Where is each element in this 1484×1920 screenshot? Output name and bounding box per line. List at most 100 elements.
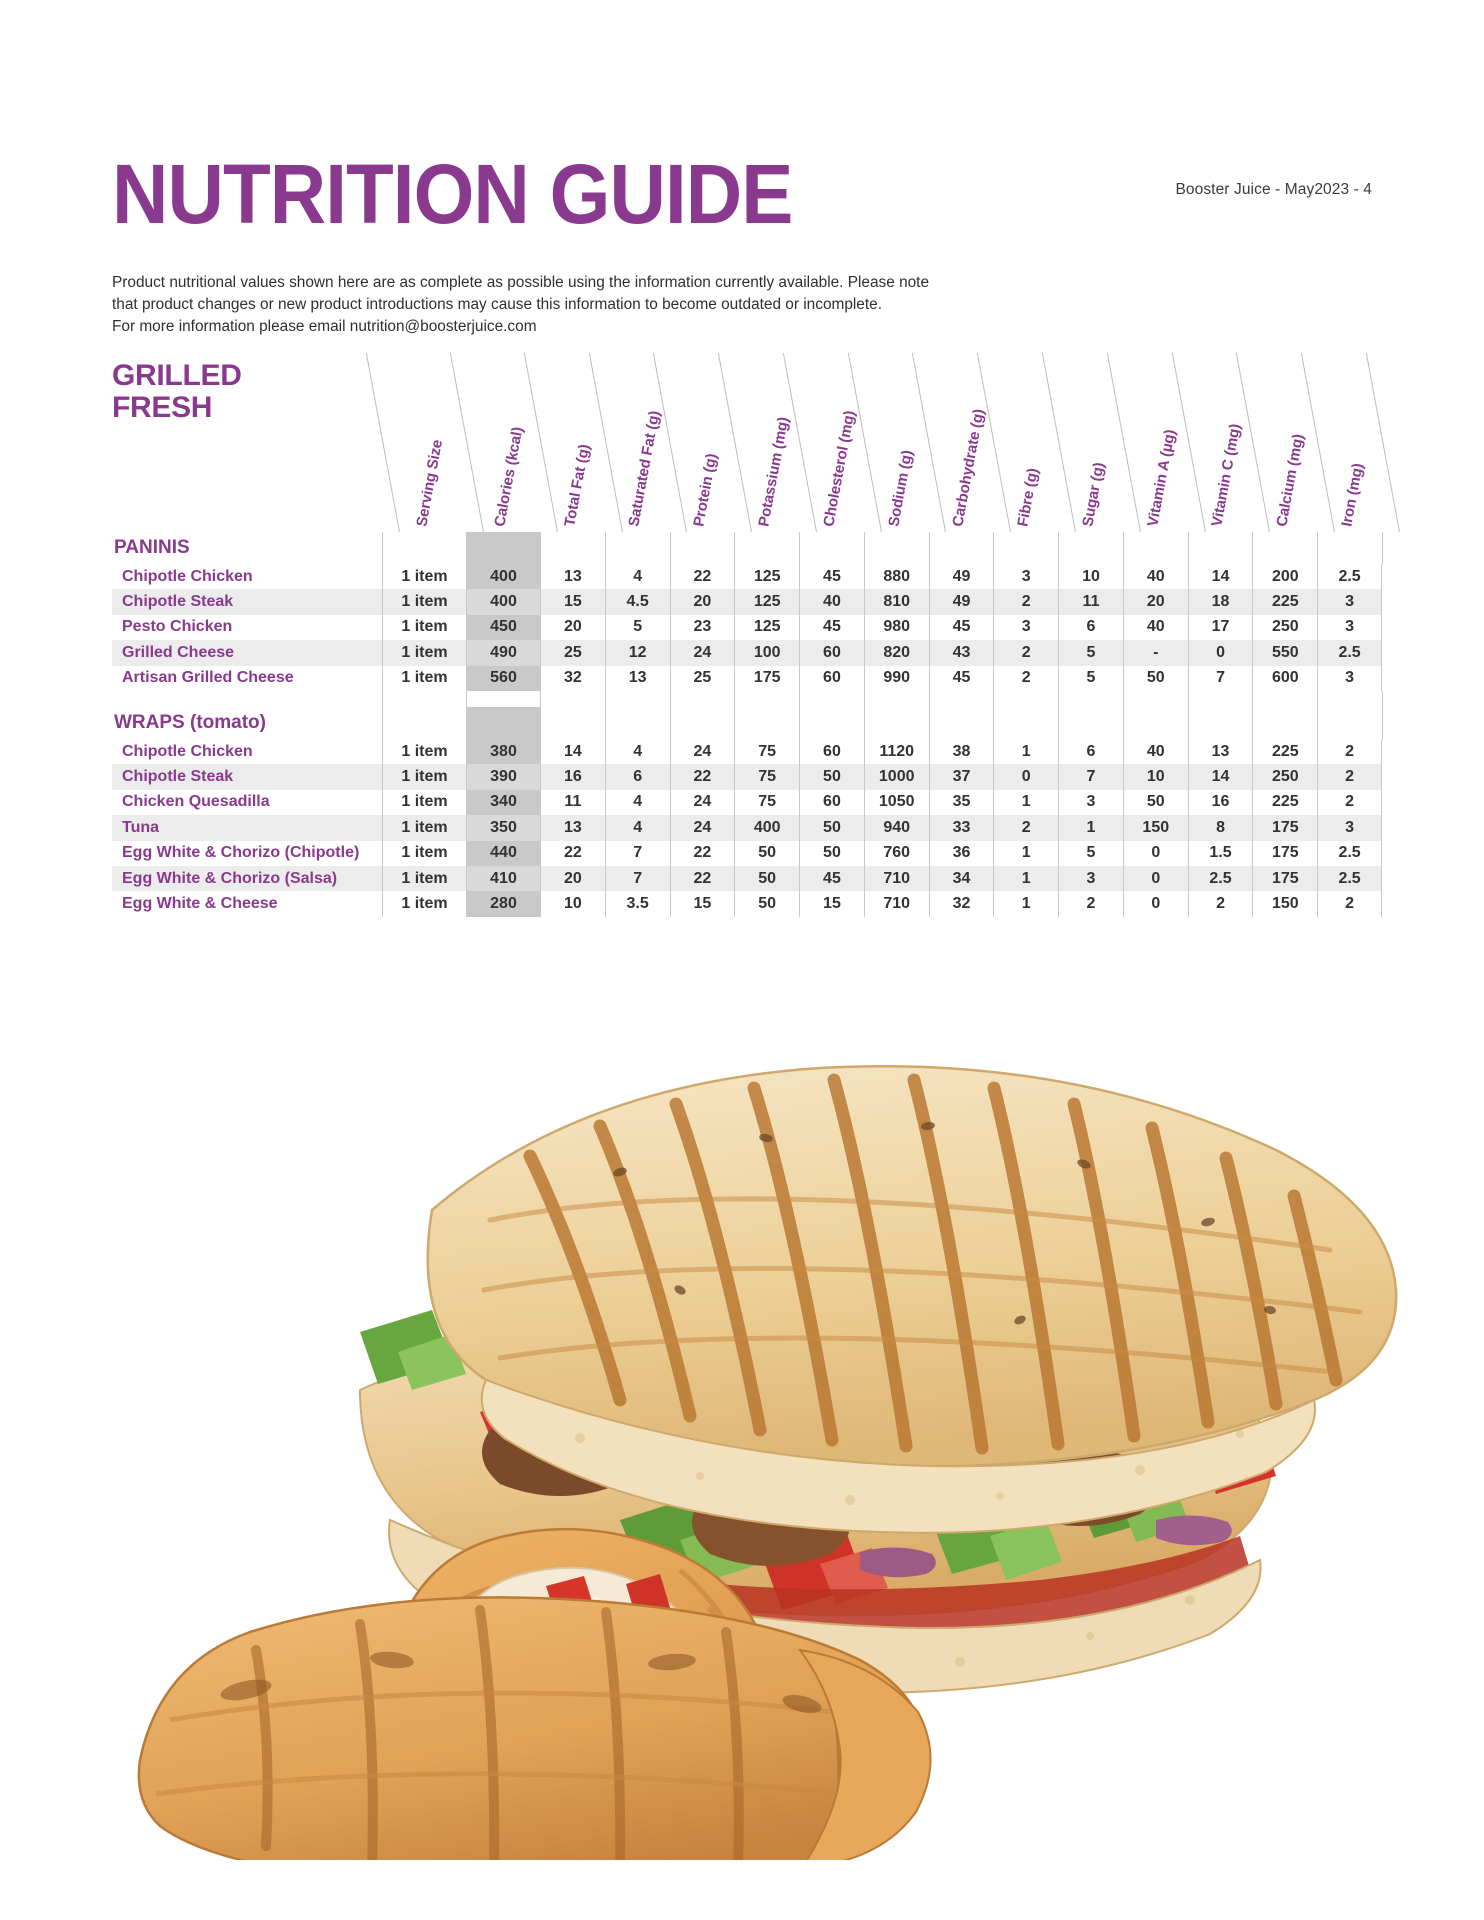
- table-cell: 175: [1252, 865, 1317, 892]
- column-rule: [466, 706, 540, 739]
- table-cell: 3: [1058, 789, 1123, 816]
- column-rule: [382, 532, 383, 564]
- table-cell: 280: [466, 891, 540, 917]
- table-cell: 7: [604, 865, 670, 892]
- table-cell: 1120: [863, 738, 929, 765]
- table-cell: 2: [993, 815, 1058, 841]
- table-cell: 2: [1317, 738, 1382, 765]
- table-cell: 7: [1187, 665, 1253, 691]
- table-cell: 1050: [863, 789, 929, 816]
- table-cell: 3.5: [604, 891, 670, 917]
- column-rule: [604, 706, 606, 739]
- section-title: WRAPS (tomato): [112, 706, 1383, 739]
- column-rule: [466, 532, 540, 564]
- column-rule: [540, 690, 541, 707]
- table-cell: 400: [734, 815, 799, 841]
- column-rule: [1122, 706, 1124, 739]
- table-cell: 3: [1317, 665, 1382, 691]
- column-rule: [669, 690, 671, 707]
- column-header: Iron (mg): [1338, 461, 1367, 528]
- header-divider: [449, 352, 484, 533]
- table-cell: 14: [1187, 764, 1253, 790]
- table-cell: 250: [1252, 764, 1317, 790]
- header-divider: [912, 352, 947, 533]
- table-row: Pesto Chicken 1 item 450 20 5 23 125 45 980 45 3 6 4…: [112, 614, 1382, 641]
- table-cell: 45: [799, 865, 864, 892]
- table-cell: 40: [799, 589, 864, 615]
- header-divider: [977, 352, 1012, 533]
- table-cell: 13: [1187, 738, 1253, 765]
- table-cell: 3: [1058, 865, 1123, 892]
- table-cell: 37: [928, 764, 994, 790]
- column-rule: [993, 690, 995, 707]
- table-cell: 2: [1317, 789, 1382, 816]
- header-divider: [523, 352, 558, 533]
- table-cell: 33: [928, 815, 994, 841]
- column-rule: [799, 690, 801, 707]
- table-cell: 60: [799, 665, 864, 691]
- header-divider: [782, 352, 817, 533]
- table-cell: 5: [1058, 640, 1123, 666]
- column-header: Sodium (g): [884, 448, 916, 528]
- table-cell: 175: [734, 665, 799, 691]
- column-header: Vitamin A (µg): [1143, 428, 1179, 528]
- column-rule: [1382, 532, 1383, 564]
- row-values: 1 item 350 13 4 24 400 50 940 33 2 1 150 8 175 3: [112, 815, 1382, 841]
- row-values: 1 item 280 10 3.5 15 50 15 710 32 1 2 0 2 150 2: [112, 891, 1382, 917]
- table-cell: 3: [993, 614, 1058, 641]
- table-cell: 3: [1317, 815, 1382, 841]
- column-rule: [540, 532, 541, 564]
- table-cell: 2: [993, 640, 1058, 666]
- table-cell: 40: [1122, 614, 1188, 641]
- table-cell: 45: [799, 614, 864, 641]
- table-cell: 810: [863, 589, 929, 615]
- row-values: 1 item 450 20 5 23 125 45 980 45 3 6 40 17 250 3: [112, 614, 1382, 641]
- table-cell: 12: [604, 640, 670, 666]
- row-values: 1 item 490 25 12 24 100 60 820 43 2 5-0 550 2.5: [112, 640, 1382, 666]
- row-label: Tuna: [122, 818, 160, 836]
- column-rule: [1122, 690, 1124, 707]
- table-cell: 225: [1252, 738, 1317, 765]
- table-cell: 10: [1058, 564, 1123, 590]
- table-cell: 6: [1058, 614, 1123, 641]
- table-cell: 710: [863, 865, 929, 892]
- table-cell: 400: [466, 589, 540, 615]
- table-cell: 1 item: [382, 865, 466, 892]
- table-cell: 22: [669, 865, 735, 892]
- table-cell: 0: [1122, 840, 1188, 866]
- edition-label: Booster Juice - May2023 - 4: [1175, 181, 1372, 198]
- table-cell: 17: [1187, 614, 1253, 641]
- table-cell: 1: [993, 789, 1058, 816]
- column-rule: [928, 532, 930, 564]
- table-cell: 0: [993, 764, 1058, 790]
- column-rule: [734, 706, 736, 739]
- table-cell: 13: [540, 564, 605, 590]
- column-rule: [1382, 690, 1383, 707]
- column-rule: [466, 690, 467, 707]
- column-rule: [1058, 532, 1060, 564]
- table-cell: 1: [993, 865, 1058, 892]
- table-cell: 8: [1187, 815, 1253, 841]
- column-rule: [863, 690, 865, 707]
- disclaimer-line-3: For more information please email nutrit…: [112, 317, 537, 335]
- table-cell: 18: [1187, 589, 1253, 615]
- table-cell: 50: [799, 764, 864, 790]
- section-gap: [112, 690, 1383, 707]
- table-cell: 3: [993, 564, 1058, 590]
- table-cell: 15: [799, 891, 864, 917]
- column-rule: [734, 690, 736, 707]
- column-rule: [604, 690, 606, 707]
- column-header: Saturated Fat (g): [625, 409, 664, 528]
- table-cell: 6: [1058, 738, 1123, 765]
- table-cell: 990: [863, 665, 929, 691]
- page-header: NUTRITION GUIDE Booster Juice - May2023 …: [0, 0, 1484, 340]
- column-rule: [993, 532, 995, 564]
- row-label: Egg White & Chorizo (Salsa): [122, 869, 338, 887]
- column-rule: [1187, 690, 1189, 707]
- table-cell: 13: [540, 815, 605, 841]
- header-divider: [1300, 352, 1336, 533]
- table-cell: 7: [604, 840, 670, 866]
- table-row: Artisan Grilled Cheese 1 item 560 32 13 25 175…: [112, 665, 1382, 691]
- column-rule: [1058, 690, 1060, 707]
- table-cell: 60: [799, 640, 864, 666]
